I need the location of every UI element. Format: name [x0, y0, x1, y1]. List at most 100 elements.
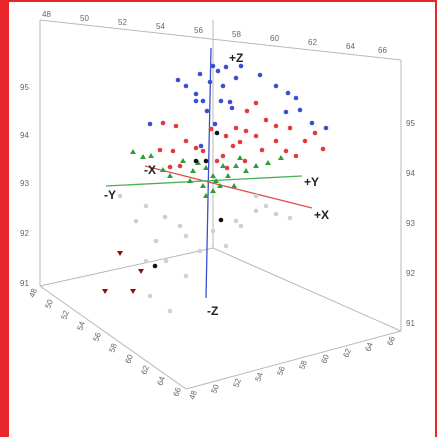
axis-label-minus-x: -X	[144, 163, 156, 177]
series-2-point-24	[237, 155, 243, 160]
tick-left-4: 91	[20, 279, 29, 288]
series-1-point-20	[170, 148, 176, 154]
tick-top-6: 60	[270, 34, 279, 43]
series-3-point-7	[238, 223, 244, 229]
series-4-point-2	[214, 130, 220, 136]
series-1-point-13	[220, 153, 226, 159]
box-edge-bottom-back	[39, 247, 214, 287]
tick-bottom-front-3: 54	[75, 320, 87, 332]
tick-bottom-front-1: 50	[43, 298, 55, 310]
series-2-point-10	[243, 168, 249, 173]
tick-right-4: 91	[406, 319, 415, 328]
series-0-point-5	[207, 79, 213, 85]
series-2-point-5	[203, 165, 209, 170]
tick-right-0: 95	[406, 119, 415, 128]
series-1-point-10	[242, 158, 248, 164]
tick-top-8: 64	[346, 42, 355, 51]
tick-top-0: 48	[42, 10, 51, 19]
axis-label-minus-z: -Z	[207, 304, 218, 318]
series-1-point-28	[177, 163, 183, 169]
series-0-point-27	[227, 99, 233, 105]
series-1-point-23	[224, 165, 230, 171]
series-2-point-2	[148, 153, 154, 158]
series-1-point-11	[230, 143, 236, 149]
tick-bottom-right-1: 50	[209, 383, 221, 395]
box-edge-bottom-right	[185, 330, 402, 390]
series-1-point-21	[167, 164, 173, 170]
series-3-point-17	[167, 308, 173, 314]
tick-bottom-front-4: 56	[91, 331, 103, 343]
tick-top-9: 66	[378, 46, 387, 55]
series-1-point-7	[243, 128, 249, 134]
tick-right-2: 93	[406, 219, 415, 228]
series-3-point-21	[133, 218, 139, 224]
series-0-point-7	[233, 75, 239, 81]
series-1-point-5	[312, 130, 318, 136]
axis-label-plus-z: +Z	[229, 51, 243, 65]
series-1-point-4	[302, 138, 308, 144]
series-1-point-25	[273, 138, 279, 144]
tick-right-1: 94	[406, 169, 415, 178]
series-2-point-8	[220, 163, 226, 168]
series-0-point-6	[220, 83, 226, 89]
series-3-point-0	[117, 193, 123, 199]
tick-bottom-front-5: 58	[107, 342, 119, 354]
series-3-point-15	[183, 273, 189, 279]
series-1-point-30	[214, 158, 220, 164]
series-1-point-3	[287, 125, 293, 131]
box-edge-bottom-back-right	[212, 247, 402, 332]
series-0-point-1	[215, 68, 221, 74]
data-points	[102, 63, 329, 314]
series-3-point-4	[183, 233, 189, 239]
top-edge-ticks: 48 50 52 54 56 58 60 62 64 66	[42, 10, 387, 55]
series-1-point-0	[253, 100, 259, 106]
series-0-point-21	[283, 109, 289, 115]
series-2-point-20	[225, 173, 231, 178]
tick-top-7: 62	[308, 38, 317, 47]
series-2-point-4	[190, 168, 196, 173]
tick-bottom-front-6: 60	[123, 353, 135, 365]
series-3-point-11	[287, 215, 293, 221]
box-edge-bottom-left	[39, 285, 187, 390]
tick-bottom-right-3: 54	[253, 371, 265, 383]
series-0-point-13	[229, 105, 235, 111]
bottom-front-ticks: 48 50 52 54 56 58 60 62 64 66	[27, 287, 183, 398]
series-3-point-16	[147, 293, 153, 299]
tick-left-0: 95	[20, 83, 29, 92]
tick-bottom-right-6: 60	[319, 353, 331, 365]
series-0-point-16	[257, 72, 263, 78]
series-1-point-19	[160, 120, 166, 126]
series-2-point-15	[203, 193, 209, 198]
series-0-point-15	[193, 98, 199, 104]
series-0-point-9	[183, 83, 189, 89]
tick-top-1: 50	[80, 14, 89, 23]
series-4-point-4	[218, 217, 224, 223]
series-2-point-18	[187, 178, 193, 183]
series-1-point-14	[208, 126, 214, 132]
series-3-point-3	[177, 223, 183, 229]
series-5-point-2	[130, 289, 136, 294]
tick-bottom-front-7: 62	[139, 364, 151, 376]
series-0-point-18	[285, 90, 291, 96]
left-vertical-ticks: 95 94 93 92 91	[20, 83, 29, 288]
tick-bottom-right-4: 56	[275, 365, 287, 377]
axis-label-plus-x: +X	[314, 208, 329, 222]
series-3-point-8	[253, 208, 259, 214]
coordinate-axes	[105, 47, 313, 299]
series-0-point-12	[218, 98, 224, 104]
series-1-point-27	[293, 153, 299, 159]
series-5-point-1	[102, 289, 108, 294]
series-1-point-12	[223, 133, 229, 139]
series-1-point-8	[253, 133, 259, 139]
series-5-point-3	[138, 269, 144, 274]
x-axis-line	[144, 165, 313, 209]
series-0-point-3	[238, 63, 244, 69]
series-1-point-16	[193, 145, 199, 151]
series-4-point-0	[193, 158, 199, 164]
series-0-point-8	[175, 77, 181, 83]
tick-right-3: 92	[406, 269, 415, 278]
series-3-point-2	[162, 214, 168, 220]
series-1-point-2	[273, 123, 279, 129]
tick-bottom-right-8: 64	[363, 341, 375, 353]
